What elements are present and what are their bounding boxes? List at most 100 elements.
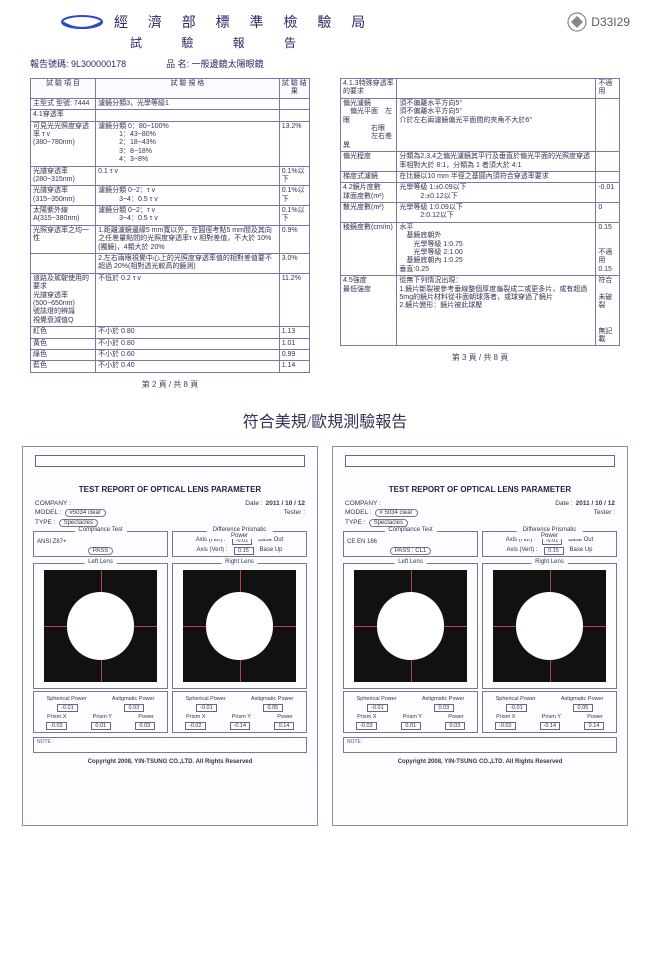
left-table: 試 驗 項 目 試 驗 規 格 試 驗 結 果 主型式 型號: 7444 濾鏡分類… bbox=[30, 78, 310, 373]
tester-field: Tester : bbox=[284, 509, 305, 517]
type-field: TYPE : Spectacles bbox=[345, 519, 408, 527]
table-cell: 藍色 bbox=[31, 361, 96, 372]
table-cell: 2.左右兩眼視覺中心上的光照度穿透率值的相對差值要不超過 20%(相對透光較高的… bbox=[96, 254, 280, 274]
table-cell: 4.2鏡片度數 球面度數(m²) bbox=[341, 183, 397, 203]
table-cell: 可見光光照度穿透率 τ v (380~780nm) bbox=[31, 121, 96, 166]
product-name: 品 名: 一般邊鏡太陽眼鏡 bbox=[166, 57, 264, 70]
table-cell: 不小於 0.60 bbox=[96, 349, 280, 360]
table-cell bbox=[397, 79, 596, 99]
col-head: 試 驗 結 果 bbox=[279, 79, 309, 99]
table-cell: 光照穿透率之均一性 bbox=[31, 225, 96, 253]
table-cell: 符合 未破裂 無記載 bbox=[596, 276, 620, 346]
right-lens-box: Right Lens bbox=[172, 563, 307, 690]
table-cell: 不小於 0.80 bbox=[96, 338, 280, 349]
table-cell: 稜鏡度數(cm/m) bbox=[341, 222, 397, 275]
table-cell: 光譜穿透率(315~350nm) bbox=[31, 186, 96, 206]
table-cell: 光譜穿透率(280~315nm) bbox=[31, 166, 96, 186]
model-field: MODEL : #5034 clear bbox=[35, 509, 106, 517]
table-cell: 不小於 0.40 bbox=[96, 361, 280, 372]
report-header-bar bbox=[35, 455, 305, 467]
left-lens-box: Left Lens bbox=[343, 563, 478, 690]
table-cell: 梯度式濾鏡 bbox=[341, 171, 397, 182]
left-lens-box: Left Lens bbox=[33, 563, 168, 690]
right-data-column: 4.1.3特殊穿透率的要求 不適用偏光濾鏡 偏光平面 左眼 右眼 左右差異須不偏離… bbox=[340, 78, 620, 390]
table-cell: 分類為2,3,4之偏光濾鏡其平行及垂直於偏光平面的光照度穿透率相對大於 8:1，… bbox=[397, 152, 596, 172]
left-data-column: 試 驗 項 目 試 驗 規 格 試 驗 結 果 主型式 型號: 7444 濾鏡分類… bbox=[30, 78, 310, 390]
table-cell: 1.01 bbox=[279, 338, 309, 349]
table-cell: 0.1 τ v bbox=[96, 166, 280, 186]
table-cell: 0 bbox=[596, 203, 620, 223]
diff-prism-box: Difference Prismatic Power Axis (Hor) :-… bbox=[172, 531, 307, 557]
table-cell: 綠色 bbox=[31, 349, 96, 360]
report-no: 報告號碼: 9L300000178 bbox=[30, 57, 126, 70]
table-cell: 不小於 0.80 bbox=[96, 327, 280, 338]
table-cell bbox=[596, 98, 620, 151]
note-field: NOTE : bbox=[343, 737, 617, 753]
report-title: TEST REPORT OF OPTICAL LENS PARAMETER bbox=[29, 485, 311, 494]
table-cell: 散光度數(m²) bbox=[341, 203, 397, 223]
table-cell: 不適用 bbox=[596, 79, 620, 99]
section-divider-title: 符合美規/歐規測驗報告 bbox=[0, 408, 650, 432]
table-cell: 3.0% bbox=[279, 254, 309, 274]
table-cell: 4.1穿透率 bbox=[31, 110, 96, 121]
type-field: TYPE : Spectacles bbox=[35, 519, 98, 527]
table-cell: 紅色 bbox=[31, 327, 96, 338]
table-cell: 0.99 bbox=[279, 349, 309, 360]
report-subtitle: 試 驗 報 告 bbox=[130, 34, 373, 51]
col-head: 試 驗 項 目 bbox=[31, 79, 96, 99]
compliance-box: Compliance Test CE EN 166 PASS : CL1 bbox=[343, 531, 478, 557]
table-cell: 0.15 不適用 0.15 bbox=[596, 222, 620, 275]
table-cell: 濾鏡分類 0：80~100% 1：43~80% 2：18~43% 3：8~18%… bbox=[96, 121, 280, 166]
table-cell: 光學等級 1:0.09以下 2:0.12以下 bbox=[397, 203, 596, 223]
table-cell: 1.13 bbox=[279, 327, 309, 338]
copyright-text: Copyright 2008, YIN-TSUNG CO.,LTD. All R… bbox=[339, 759, 621, 765]
table-cell: 濾鏡分類 0~2：τ v 3~4：0.5 τ v bbox=[96, 186, 280, 206]
table-cell: 11.2% bbox=[279, 273, 309, 326]
left-power-box: Spherical PowerAstigmatic Power -0.010.0… bbox=[343, 691, 478, 733]
company-field: COMPANY : bbox=[35, 500, 71, 507]
table-cell bbox=[279, 98, 309, 109]
lens-image-icon bbox=[354, 570, 467, 683]
tester-field: Tester : bbox=[594, 509, 615, 517]
table-cell: 4.5強度 最低強度 bbox=[341, 276, 397, 346]
compliance-box: Compliance Test ANSI Z87+ PASS bbox=[33, 531, 168, 557]
bureau-logo-icon bbox=[60, 12, 104, 32]
company-field: COMPANY : bbox=[345, 500, 381, 507]
table-cell: 主型式 型號: 7444 bbox=[31, 98, 96, 109]
table-cell: 偏光程度 bbox=[341, 152, 397, 172]
table-cell: 在比鏡以10 mm 半徑之基圓內須符合穿透率要求 bbox=[397, 171, 596, 182]
table-cell: 13.2% bbox=[279, 121, 309, 166]
table-cell: 4.1.3特殊穿透率的要求 bbox=[341, 79, 397, 99]
lens-image-icon bbox=[183, 570, 296, 683]
note-field: NOTE : bbox=[33, 737, 307, 753]
pager-left: 第 2 頁 / 共 8 頁 bbox=[30, 379, 310, 390]
copyright-text: Copyright 2008, YIN-TSUNG CO.,LTD. All R… bbox=[29, 759, 311, 765]
table-cell: 從無下列情況出現： 1.鏡片斷裂被參考垂線整個厚度龜裂成二或更多片，或有超過5m… bbox=[397, 276, 596, 346]
table-cell: 0.1%以下 bbox=[279, 166, 309, 186]
diff-prism-box: Difference Prismatic Power Axis (Hor) :-… bbox=[482, 531, 617, 557]
model-field: MODEL : # 5034 clear bbox=[345, 509, 418, 517]
table-cell: 水平 基鏡底朝外 光學等級 1:0.75 光學等級 2:1.00 基鏡底朝內 1… bbox=[397, 222, 596, 275]
lens-image-icon bbox=[44, 570, 157, 683]
table-cell: 0.1%以下 bbox=[279, 186, 309, 206]
table-cell bbox=[31, 254, 96, 274]
table-cell: 1.14 bbox=[279, 361, 309, 372]
table-cell: 須不偏離水平方向5° 須不偏離水平方向5° 介於左右兩濾鏡偏光平面間的夾角不大於… bbox=[397, 98, 596, 151]
test-report-card: TEST REPORT OF OPTICAL LENS PARAMETER CO… bbox=[332, 446, 628, 826]
table-cell: 濾鏡分類 0~2：τ v 3~4：0.5 τ v bbox=[96, 206, 280, 226]
table-cell bbox=[596, 171, 620, 182]
stamp-badge: D33I29 bbox=[567, 12, 630, 32]
table-cell: 偏光濾鏡 偏光平面 左眼 右眼 左右差異 bbox=[341, 98, 397, 151]
table-cell: 0.9% bbox=[279, 225, 309, 253]
table-cell bbox=[279, 110, 309, 121]
report-header-bar bbox=[345, 455, 615, 467]
right-lens-box: Right Lens bbox=[482, 563, 617, 690]
right-power-box: Spherical PowerAstigmatic Power -0.010.0… bbox=[172, 691, 307, 733]
table-cell bbox=[96, 110, 280, 121]
left-power-box: Spherical PowerAstigmatic Power -0.010.0… bbox=[33, 691, 168, 733]
table-cell: 道路及駕駛使用的要求 光譜穿透率(500~650nm) 號誌燈的辨識 視覺衰減值… bbox=[31, 273, 96, 326]
pager-right: 第 3 頁 / 共 8 頁 bbox=[340, 352, 620, 363]
table-cell: -0.01 bbox=[596, 183, 620, 203]
table-cell: 太陽紫外線A(315~380nm) bbox=[31, 206, 96, 226]
col-head: 試 驗 規 格 bbox=[96, 79, 280, 99]
